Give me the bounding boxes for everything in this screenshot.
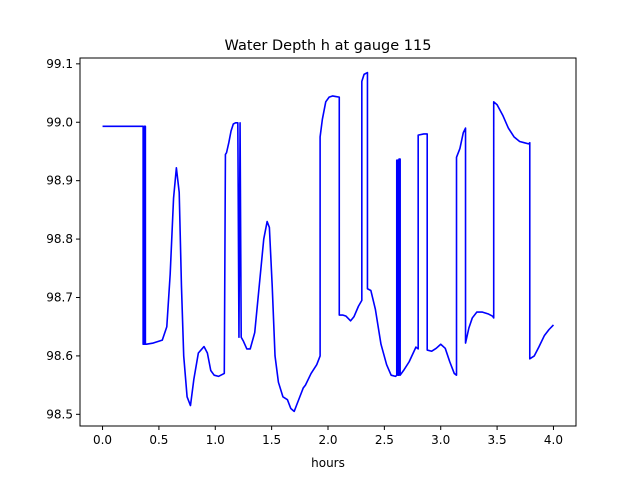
data-series <box>102 71 555 413</box>
y-tick-label: 98.6 <box>46 349 73 363</box>
series-line-0 <box>102 71 555 413</box>
x-tick-label: 2.5 <box>375 433 394 447</box>
x-tick-label: 0.5 <box>149 433 168 447</box>
x-tick-label: 2.0 <box>318 433 337 447</box>
y-tick-label: 98.5 <box>46 407 73 421</box>
x-tick-label: 1.0 <box>206 433 225 447</box>
y-tick-label: 99.0 <box>46 115 73 129</box>
y-tick-label: 98.8 <box>46 232 73 246</box>
x-tick-label: 4.0 <box>544 433 563 447</box>
y-tick-label: 98.7 <box>46 290 73 304</box>
x-tick-label: 3.5 <box>488 433 507 447</box>
x-tick-label: 1.5 <box>262 433 281 447</box>
x-tick-label: 0.0 <box>93 433 112 447</box>
y-tick-label: 99.1 <box>46 57 73 71</box>
y-tick-label: 98.9 <box>46 174 73 188</box>
x-tick-label: 3.0 <box>431 433 450 447</box>
x-axis-label: hours <box>311 456 345 470</box>
chart-title: Water Depth h at gauge 115 <box>225 38 432 54</box>
plot-area-frame <box>79 57 577 427</box>
x-axis-ticks: 0.0 0.5 1.0 1.5 2.0 2.5 3.0 3.5 4.0 <box>93 426 563 447</box>
y-axis-ticks: 98.5 98.6 98.7 98.8 98.9 99.0 99.1 <box>46 57 80 421</box>
